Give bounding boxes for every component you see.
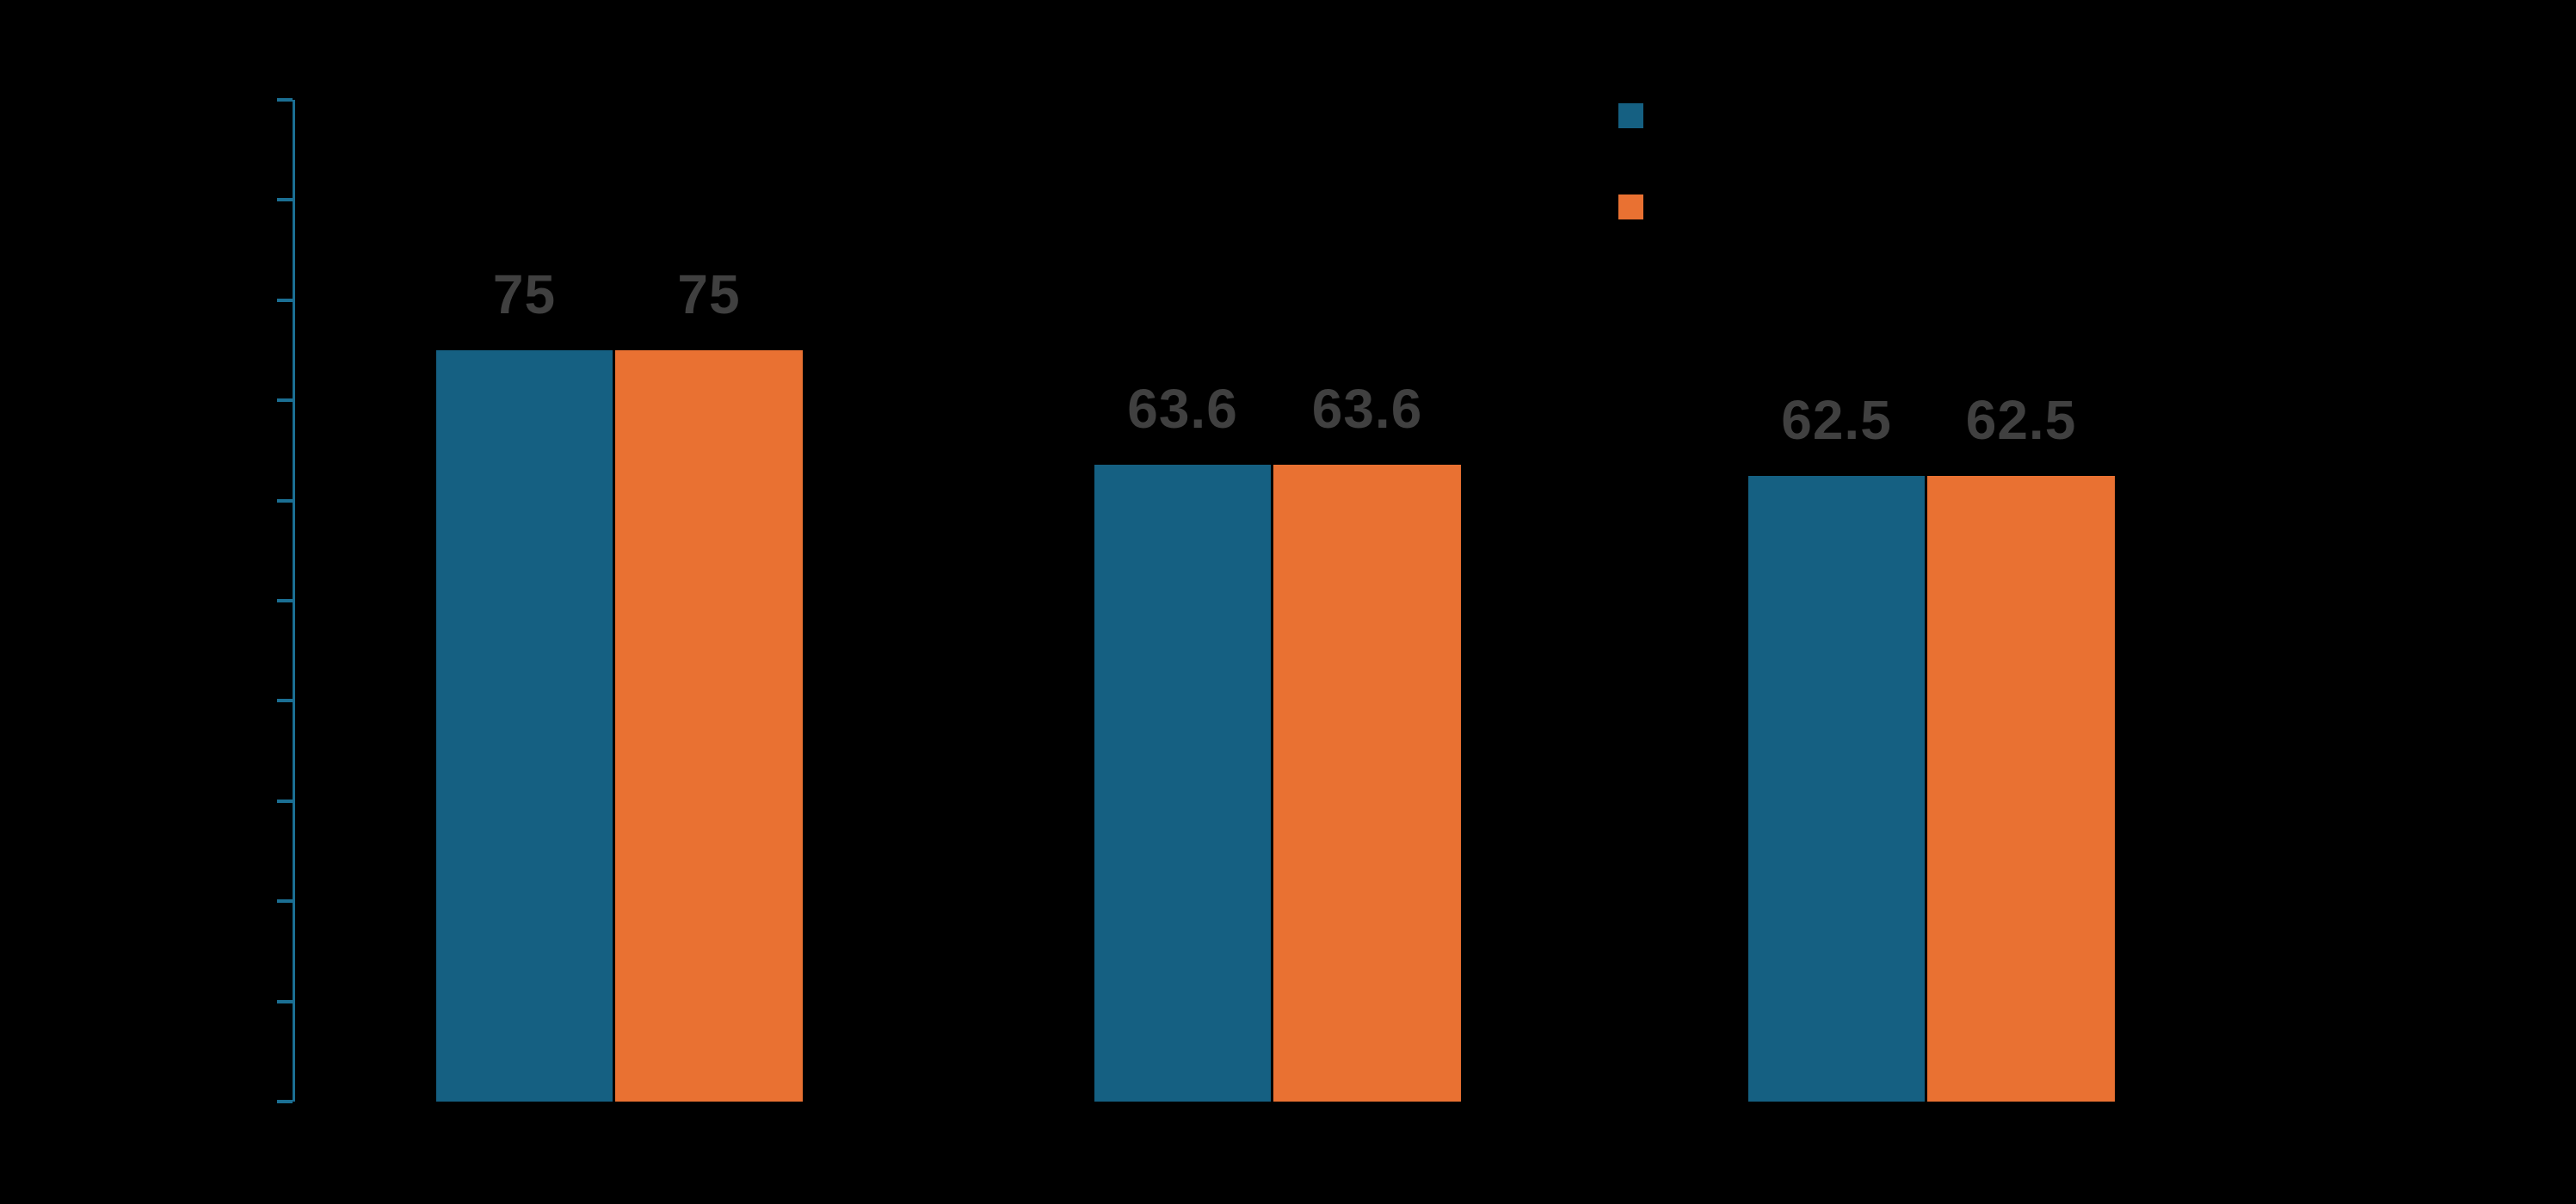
legend-swatch-series2: [1618, 194, 1643, 219]
bar-series2-category1: [615, 350, 803, 1102]
bar-value-label: 62.5: [1965, 388, 2077, 451]
y-axis-tick: [277, 398, 293, 403]
bar-value-label: 62.5: [1781, 388, 1892, 451]
y-axis-tick: [277, 198, 293, 202]
legend-swatch-series1: [1618, 103, 1643, 128]
bar-series1-category1: [436, 350, 613, 1102]
bar-value-label: 63.6: [1127, 377, 1238, 440]
y-axis-tick: [277, 699, 293, 703]
legend-item-series1: [1618, 103, 1659, 128]
bar-series1-category2: [1094, 464, 1271, 1102]
bar-series1-category3: [1748, 475, 1925, 1102]
bar-value-label: 75: [677, 263, 741, 325]
y-axis-tick: [277, 899, 293, 904]
y-axis-tick: [277, 1100, 293, 1103]
y-axis-tick: [277, 98, 293, 102]
y-axis-tick: [277, 298, 293, 302]
bar-series2-category2: [1273, 464, 1461, 1102]
bar-series2-category3: [1927, 475, 2115, 1102]
legend-item-series2: [1618, 194, 1659, 219]
y-axis: [293, 100, 295, 1102]
y-axis-tick: [277, 999, 293, 1003]
y-axis-tick: [277, 599, 293, 602]
y-axis-tick: [277, 799, 293, 803]
bar-value-label: 75: [492, 263, 557, 325]
bar-value-label: 63.6: [1311, 377, 1423, 440]
y-axis-tick: [277, 498, 293, 503]
